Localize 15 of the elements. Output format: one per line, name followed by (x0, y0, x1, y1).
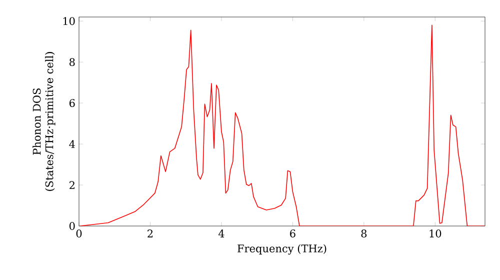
y-axis-title: Phonon DOS (States/THz·primitive cell) (32, 52, 56, 191)
y-tick-label: 8 (70, 58, 75, 66)
line-series (80, 24, 486, 226)
y-tick-label: 6 (70, 99, 75, 108)
y-tick-label: 0 (69, 222, 75, 230)
y-tick-label: 2 (70, 181, 74, 189)
x-tick-label: 6 (290, 230, 296, 238)
x-tick-label: 10 (430, 230, 442, 238)
y-tick-label: 10 (63, 17, 75, 26)
x-tick-label: 2 (148, 230, 153, 238)
x-tick-label: 8 (361, 230, 367, 238)
y-tick-label: 4 (69, 140, 75, 148)
x-tick-label: 0 (76, 230, 82, 238)
x-tick-label: 4 (218, 230, 224, 238)
x-axis-title: Frequency (THz) (238, 244, 326, 255)
